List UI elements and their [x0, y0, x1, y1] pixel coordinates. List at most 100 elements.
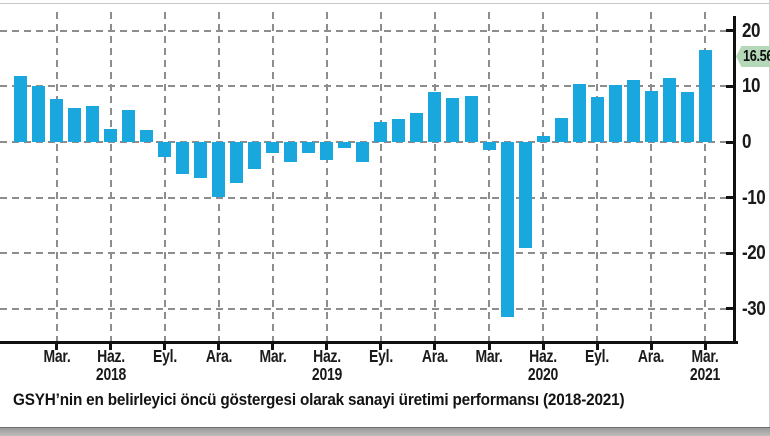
gridline-vertical [163, 12, 166, 341]
bar [374, 121, 388, 142]
bar [410, 112, 424, 142]
bar [122, 110, 136, 142]
x-year-label: 2020 [527, 364, 559, 384]
top-divider [0, 3, 770, 4]
bar [572, 83, 586, 142]
bar [356, 142, 370, 163]
gridline-vertical [704, 12, 707, 341]
x-tick-label: Mar. [43, 346, 71, 366]
plot-area: 20 10 0 -10 -20 -30 Mar. Haz. 2018 Eyl. Ara. Mar. Ha… [0, 12, 766, 384]
y-axis-tick [726, 29, 735, 33]
bottom-divider [0, 427, 770, 436]
x-axis-tick [595, 341, 599, 350]
x-tick-label: Eyl. [152, 346, 177, 366]
bar [680, 91, 694, 142]
bar [104, 128, 118, 142]
x-year-label: 2019 [311, 364, 342, 384]
bar [554, 117, 568, 142]
bar [338, 142, 352, 148]
gridline-vertical [650, 12, 653, 341]
x-axis-tick [271, 341, 275, 350]
bar [320, 142, 334, 160]
bar [482, 142, 496, 151]
gridline-horizontal [0, 85, 735, 88]
x-axis-tick [649, 341, 653, 350]
y-tick-label: 20 [742, 19, 761, 42]
bar [302, 142, 316, 153]
y-tick-label: -10 [742, 186, 766, 209]
gridline-vertical [596, 12, 599, 341]
x-axis-tick [55, 341, 59, 350]
bar [14, 76, 27, 142]
bar [608, 84, 622, 142]
y-axis-tick [726, 196, 735, 200]
gridline-horizontal [0, 196, 735, 199]
x-year-label: 2018 [95, 364, 126, 384]
gridline-vertical [109, 12, 112, 341]
x-tick-label: Eyl. [585, 346, 610, 366]
bar [230, 142, 244, 184]
x-tick-label: Ara. [205, 346, 233, 366]
y-axis-tick [726, 307, 735, 311]
x-tick-label: Ara. [421, 346, 449, 366]
x-tick-label: Haz. [529, 346, 557, 366]
bar [536, 135, 550, 142]
gridline-horizontal [0, 307, 735, 310]
x-tick-label: Eyl. [368, 346, 393, 366]
bar [446, 98, 460, 142]
x-axis-tick [379, 341, 383, 350]
x-axis-tick [487, 341, 491, 350]
bar [158, 142, 172, 158]
bar [464, 95, 478, 142]
x-tick-label: Mar. [691, 346, 719, 366]
bar [626, 79, 640, 142]
bar [644, 91, 658, 142]
y-axis-tick [726, 140, 735, 144]
x-axis-tick [109, 341, 113, 350]
bar [176, 142, 190, 174]
gridline-vertical [488, 12, 491, 341]
y-tick-label: 0 [742, 131, 752, 153]
gridline-vertical [55, 12, 58, 341]
gridline-horizontal [0, 29, 735, 32]
x-axis-tick [325, 341, 329, 350]
bar [194, 142, 208, 178]
bar [428, 91, 442, 142]
chart-caption: GSYH’nin en belirleyici öncü göstergesi … [13, 390, 625, 409]
bar [32, 86, 46, 142]
x-axis-tick [541, 341, 545, 350]
badge-value: 16.56 [743, 47, 770, 65]
gridline-vertical [433, 12, 436, 341]
bar [248, 142, 262, 169]
y-axis-tick [726, 84, 735, 88]
bar [86, 106, 100, 142]
x-tick-label: Haz. [96, 346, 125, 366]
gridline-vertical [325, 12, 328, 341]
y-tick-label: 10 [742, 75, 761, 98]
bar [500, 142, 514, 317]
x-axis-tick [217, 341, 221, 350]
gridline-vertical [271, 12, 274, 341]
x-axis-tick [433, 341, 437, 350]
y-axis-tick [726, 251, 735, 255]
gridline-vertical [542, 12, 545, 341]
x-axis-tick [703, 341, 707, 350]
x-tick-label: Mar. [259, 346, 287, 366]
bar [68, 108, 82, 142]
bar [266, 142, 280, 154]
gridline-horizontal [0, 252, 735, 255]
bar [662, 78, 676, 142]
last-value-badge: 16.56 [736, 46, 770, 67]
bar [50, 98, 64, 142]
x-year-label: 2021 [690, 364, 721, 384]
bar [518, 142, 532, 248]
x-tick-label: Haz. [312, 346, 341, 366]
bar [392, 119, 406, 142]
x-axis-line [0, 341, 738, 344]
y-axis-spine [733, 16, 736, 344]
bar [284, 142, 298, 163]
x-axis-tick [163, 341, 167, 350]
y-tick-label: -30 [742, 297, 766, 320]
bar [140, 129, 154, 142]
